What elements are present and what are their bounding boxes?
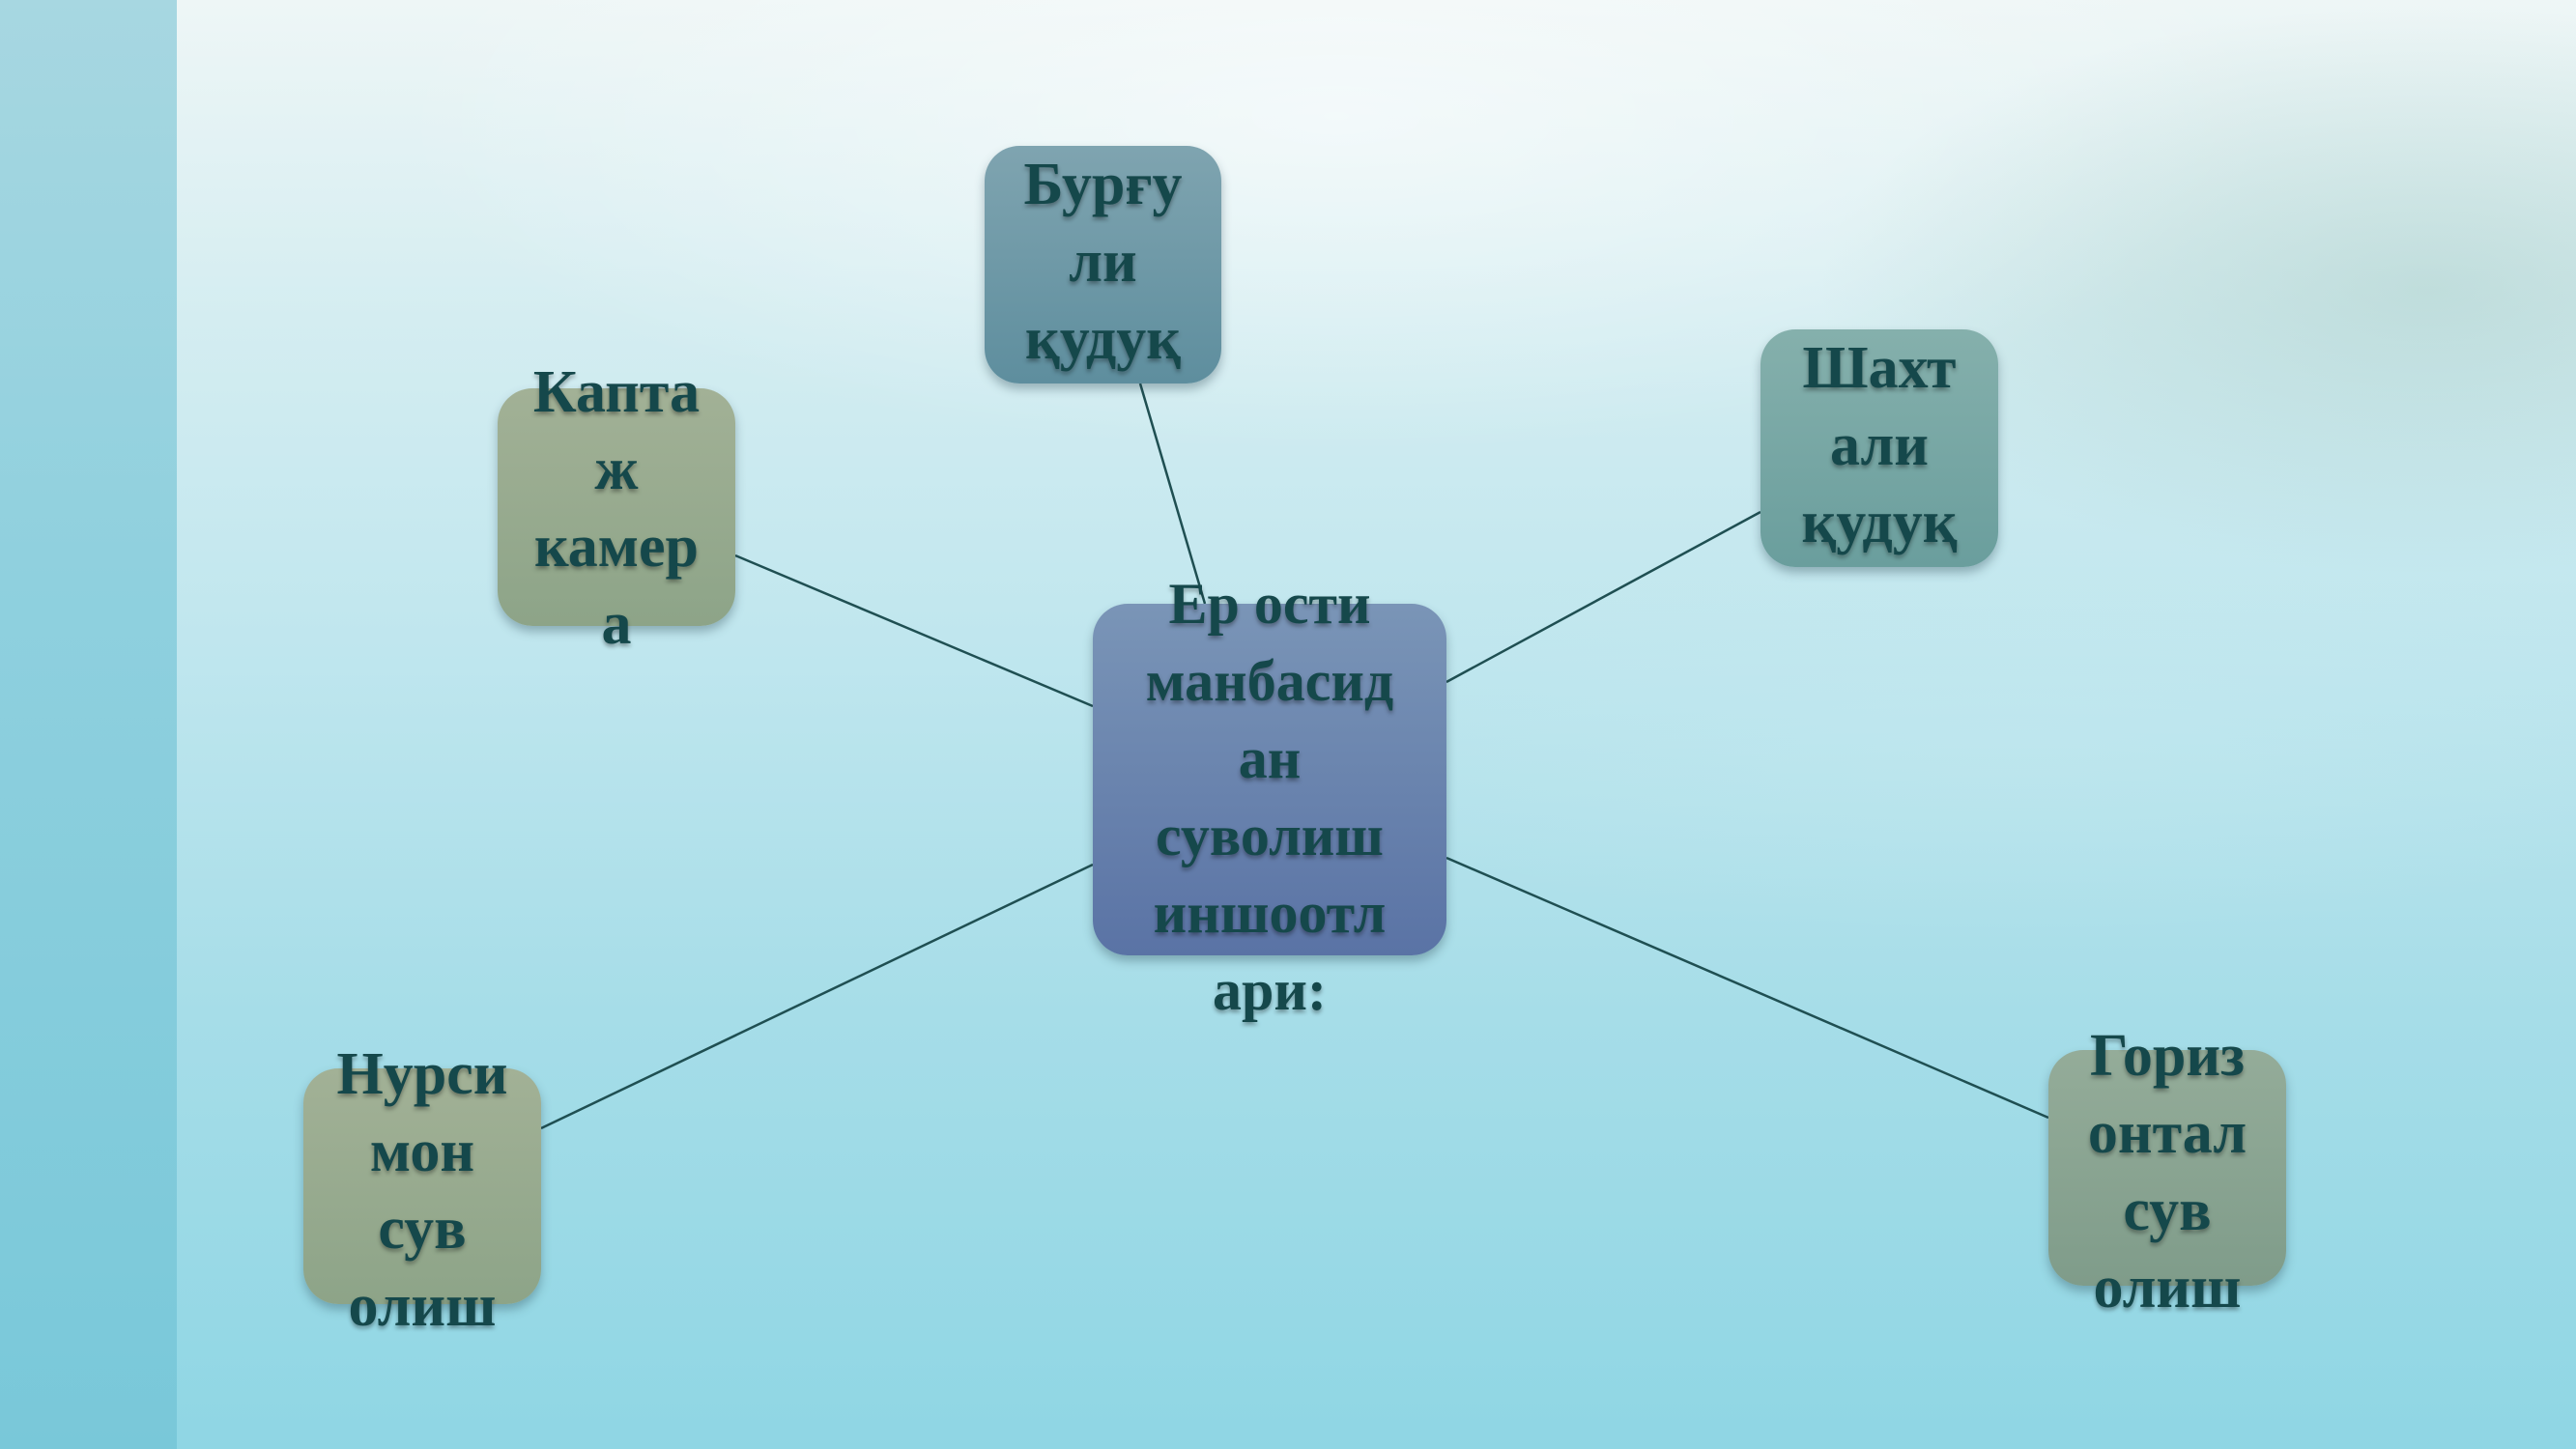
connector-right: [1445, 510, 1761, 684]
connector-bottom-right: [1445, 856, 2049, 1120]
node-shaft-well[interactable]: Шахт али қудуқ: [1760, 329, 1998, 567]
node-shaft-well-label: Шахт али қудуқ: [1801, 335, 1958, 555]
node-captage-chamber[interactable]: Капта ж камер а: [498, 359, 735, 657]
connector-bottom-left: [540, 863, 1094, 1130]
node-radial-intake-label: Нурси мон сув олиш: [336, 1041, 508, 1339]
connector-top: [1138, 383, 1207, 605]
node-center-topic-label: Ер ости манбасид ан суволиш иншоотл ари:: [1145, 572, 1394, 1022]
node-horizontal-intake[interactable]: Гориз онтал сув олиш: [2048, 1023, 2286, 1321]
node-radial-intake[interactable]: Нурси мон сув олиш: [303, 1041, 541, 1339]
node-captage-chamber-label: Капта ж камер а: [532, 359, 701, 657]
node-borehole-well[interactable]: Бурғу ли қудуқ: [985, 146, 1221, 384]
left-accent-strip: [0, 0, 177, 1449]
node-center-topic[interactable]: Ер ости манбасид ан суволиш иншоотл ари:: [1093, 572, 1446, 1022]
connector-left: [734, 554, 1094, 708]
node-borehole-well-label: Бурғу ли қудуқ: [1023, 152, 1183, 372]
node-horizontal-intake-label: Гориз онтал сув олиш: [2087, 1023, 2247, 1321]
